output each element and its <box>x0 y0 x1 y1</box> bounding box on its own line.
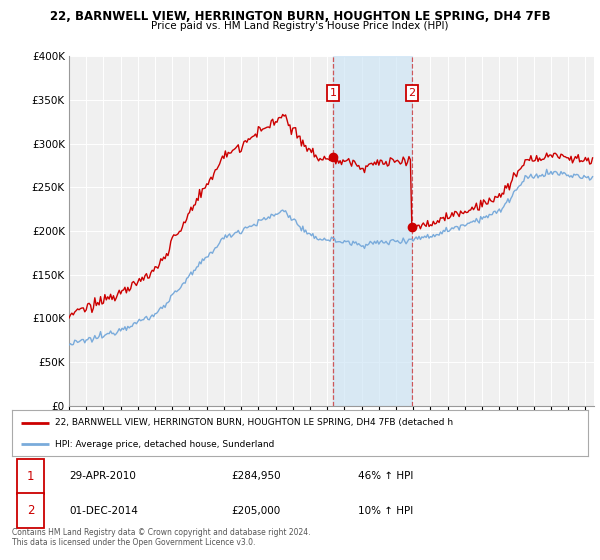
Text: 29-APR-2010: 29-APR-2010 <box>70 472 136 482</box>
Text: 10% ↑ HPI: 10% ↑ HPI <box>358 506 413 516</box>
Text: 2: 2 <box>26 504 34 517</box>
Text: Contains HM Land Registry data © Crown copyright and database right 2024.
This d: Contains HM Land Registry data © Crown c… <box>12 528 311 547</box>
Text: 46% ↑ HPI: 46% ↑ HPI <box>358 472 413 482</box>
Text: 22, BARNWELL VIEW, HERRINGTON BURN, HOUGHTON LE SPRING, DH4 7FB: 22, BARNWELL VIEW, HERRINGTON BURN, HOUG… <box>50 10 550 23</box>
Text: 1: 1 <box>26 470 34 483</box>
Text: £284,950: £284,950 <box>231 472 281 482</box>
Text: Price paid vs. HM Land Registry's House Price Index (HPI): Price paid vs. HM Land Registry's House … <box>151 21 449 31</box>
Bar <box>333 56 412 406</box>
Text: 01-DEC-2014: 01-DEC-2014 <box>70 506 139 516</box>
Text: 22, BARNWELL VIEW, HERRINGTON BURN, HOUGHTON LE SPRING, DH4 7FB (detached h: 22, BARNWELL VIEW, HERRINGTON BURN, HOUG… <box>55 418 454 427</box>
Text: £205,000: £205,000 <box>231 506 280 516</box>
Text: 2: 2 <box>409 88 415 98</box>
Text: HPI: Average price, detached house, Sunderland: HPI: Average price, detached house, Sund… <box>55 440 275 449</box>
FancyBboxPatch shape <box>17 493 44 528</box>
FancyBboxPatch shape <box>17 459 44 494</box>
Text: 1: 1 <box>329 88 337 98</box>
